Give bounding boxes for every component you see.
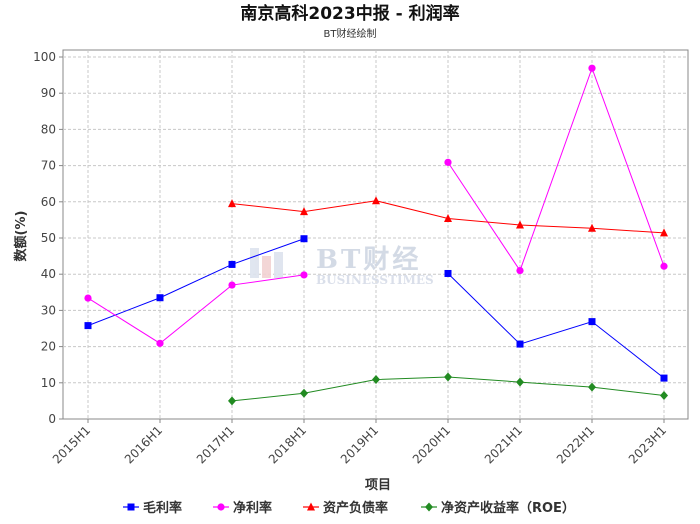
data-point (444, 372, 452, 382)
x-tick-label: 2015H1 (50, 423, 93, 466)
data-point (228, 199, 236, 208)
legend-label: 资产负债率 (323, 500, 388, 516)
data-point (156, 339, 164, 347)
legend-item: 净资产收益率（ROE） (421, 500, 575, 516)
data-point (516, 266, 524, 275)
watermark-logo-bar (250, 248, 259, 278)
data-point (516, 377, 524, 387)
y-tick-label: 0 (48, 412, 56, 426)
series-1 (84, 64, 668, 347)
watermark: BT财经 BUSINESSTIMES (250, 244, 434, 287)
x-tick-label: 2016H1 (122, 423, 165, 466)
data-point (660, 262, 668, 270)
data-point (588, 64, 596, 72)
data-point (588, 382, 596, 392)
legend-marker (217, 503, 225, 511)
y-tick-label: 100 (33, 50, 56, 64)
data-point (516, 220, 524, 229)
series-2 (228, 196, 668, 237)
data-point (84, 294, 92, 302)
data-point (300, 207, 308, 216)
x-tick-label: 2021H1 (482, 423, 525, 466)
y-tick-label: 80 (41, 122, 56, 136)
legend-item: 资产负债率 (303, 500, 388, 516)
watermark-logo-bar (262, 256, 271, 278)
data-point (444, 158, 452, 166)
data-point (444, 269, 452, 277)
data-point (228, 281, 236, 289)
data-point (660, 374, 668, 382)
x-tick-label: 2020H1 (410, 423, 453, 466)
x-axis: 2015H1 2016H1 2017H1 2018H1 2019H1 2020H1 2021… (50, 419, 669, 466)
legend-marker (127, 503, 135, 511)
data-point (300, 388, 308, 398)
legend-label: 净资产收益率（ROE） (441, 500, 575, 516)
series-line (87, 274, 305, 344)
data-point (516, 340, 524, 348)
y-tick-label: 70 (41, 159, 56, 173)
legend-item: 毛利率 (123, 500, 182, 516)
x-tick-label: 2023H1 (626, 423, 669, 466)
y-tick-label: 90 (41, 86, 56, 100)
series-0 (84, 235, 668, 382)
series-line (87, 238, 305, 327)
x-tick-label: 2022H1 (554, 423, 597, 466)
y-axis-title: 数额(%) (13, 211, 29, 262)
data-point (84, 322, 92, 330)
data-point (300, 235, 308, 243)
x-axis-title: 项目 (365, 478, 391, 493)
chart-subtitle: BT财经绘制 (324, 27, 377, 40)
legend-label: 毛利率 (143, 500, 182, 516)
watermark-sub-text: BUSINESSTIMES (316, 273, 434, 287)
chart-title: 南京高科2023中报 - 利润率 (240, 3, 459, 24)
legend: 毛利率 净利率 资产负债率 净资产收益率（ROE） (123, 500, 575, 516)
data-point (372, 196, 380, 205)
data-point (228, 396, 236, 406)
y-tick-label: 30 (41, 303, 56, 317)
y-tick-label: 10 (41, 376, 56, 390)
data-point (300, 271, 308, 279)
data-point (660, 228, 668, 237)
y-tick-label: 50 (41, 231, 56, 245)
x-tick-label: 2017H1 (194, 423, 237, 466)
series-line (447, 273, 665, 379)
data-point (228, 260, 236, 268)
series-3 (228, 372, 668, 406)
data-point (588, 318, 596, 326)
data-point (660, 390, 668, 400)
series-layer (84, 64, 668, 406)
y-tick-label: 40 (41, 267, 56, 281)
series-line (447, 66, 665, 272)
data-point (588, 223, 596, 232)
data-point (444, 213, 452, 222)
x-tick-label: 2018H1 (266, 423, 309, 466)
watermark-main-text: BT财经 (316, 244, 421, 275)
y-tick-label: 60 (41, 195, 56, 209)
data-point (372, 375, 380, 385)
legend-marker (307, 502, 315, 511)
watermark-logo-bar (274, 252, 283, 278)
legend-item: 净利率 (213, 500, 272, 516)
data-point (156, 294, 164, 302)
y-axis: 0 10 20 30 40 50 60 70 80 90 100 (33, 50, 63, 426)
legend-marker (425, 502, 433, 512)
y-tick-label: 20 (41, 340, 56, 354)
x-tick-label: 2019H1 (338, 423, 381, 466)
legend-label: 净利率 (233, 500, 272, 516)
